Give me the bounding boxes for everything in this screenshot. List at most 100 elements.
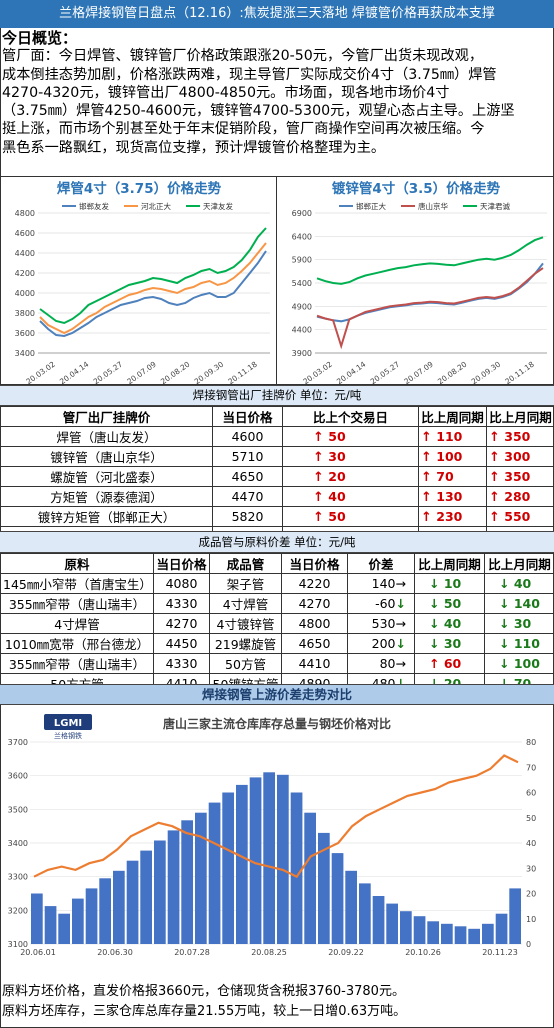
x-tick-label: 20.11.18	[503, 360, 536, 384]
y-right-tick-label: 70	[526, 763, 536, 772]
inventory-billet-chart-svg: LGMI 兰格钢铁 唐山三家主流仓库库存总量与钢坯价格对比 3100 3200 3300 3…	[8, 714, 536, 957]
product-price: 4800	[281, 613, 348, 634]
inventory-bar	[31, 893, 43, 944]
table-row: 方矩管（源泰德润） 4470 ↑ 40 ↑ 130 ↑ 280	[0, 486, 554, 507]
spread-number: 200	[371, 636, 396, 651]
inventory-bar	[304, 812, 316, 944]
down-arrow-icon: ↓	[429, 636, 440, 651]
column-header: 当日价格	[212, 406, 283, 427]
up-arrow-icon: ↑	[489, 469, 500, 485]
x-tick-label: 20.09.30	[470, 360, 503, 384]
summary-title: 今日概览：	[2, 29, 78, 47]
month-change: ↓ 40	[484, 573, 554, 594]
inventory-bar	[181, 820, 193, 944]
table-row: 1010㎜宽带（邢台德龙） 4450 219螺旋管 4650 200↓ ↓ 30 ↓ 110	[0, 633, 554, 654]
inventory-bar	[468, 928, 480, 944]
inventory-bar	[331, 853, 344, 944]
column-header: 比上周同期	[418, 406, 487, 427]
price-value: 4600	[212, 426, 283, 447]
series-line	[316, 262, 544, 323]
y-tick-label: 4900	[292, 302, 312, 311]
change-number: 10	[439, 576, 462, 591]
change-value: ↑ 130	[418, 486, 487, 507]
y-tick-label: 4000	[15, 289, 35, 298]
down-arrow-icon: ↓	[499, 616, 510, 631]
raw-price: 4080	[153, 573, 210, 594]
down-arrow-icon: ↓	[396, 676, 406, 691]
pipe-name: 镀锌方矩管（邯郸正大）	[0, 506, 213, 527]
raw-price: 4450	[153, 633, 210, 654]
raw-price: 4270	[153, 613, 210, 634]
billet-price-line	[33, 754, 519, 879]
series-line	[39, 227, 267, 325]
up-arrow-icon: ↑	[313, 449, 324, 465]
down-arrow-icon: ↓	[499, 676, 509, 691]
raw-material: 4寸焊管	[0, 613, 154, 634]
x-tick-label: 20.10.26	[405, 948, 441, 957]
chart-title: 镀锌管4寸（3.5）价格走势	[332, 180, 501, 197]
summary-line: 黑色系一路飘红，现货高位支撑，预计焊镀管价格整理为主。	[2, 139, 386, 156]
inventory-bar	[167, 830, 180, 944]
change-value: ↑ 230	[418, 506, 487, 527]
series-line	[39, 250, 267, 338]
raw-price: 4330	[153, 653, 210, 674]
flat-arrow-icon: →	[395, 616, 406, 631]
inventory-bar	[44, 906, 57, 944]
up-arrow-icon: ↑	[489, 429, 500, 445]
inventory-bar	[249, 777, 262, 944]
down-arrow-icon: ↓	[499, 596, 510, 611]
down-arrow-icon: ↓	[395, 596, 406, 611]
legend-label: 邯郸正大	[356, 201, 386, 211]
inventory-bar	[208, 802, 221, 944]
column-header: 比上月同期	[484, 553, 554, 574]
summary-line: 管厂面：今日焊管、镀锌管厂价格政策跟涨20-50元，今管厂出货未现改观，	[2, 48, 484, 65]
up-arrow-icon: ↑	[429, 656, 440, 671]
x-tick-label: 20.07.09	[125, 360, 158, 384]
y-tick-label: 4400	[292, 326, 312, 335]
logo-badge	[44, 714, 92, 730]
inventory-bar	[454, 926, 467, 944]
y-left-tick-label: 3400	[8, 839, 28, 848]
flat-arrow-icon: →	[395, 576, 406, 591]
inventory-bar	[413, 916, 426, 944]
summary-line: 4270-4320元，镀锌管出厂4800-4850元。市场面，现各地市场价4寸	[2, 84, 450, 101]
pipe-name: 镀锌管（唐山京华）	[0, 446, 213, 467]
brand-logo: LGMI 兰格钢铁	[44, 714, 92, 740]
price-value: 5710	[212, 446, 283, 467]
y-right-tick-label: 60	[526, 789, 536, 798]
y-tick-label: 4600	[15, 229, 35, 238]
inventory-bar	[345, 870, 357, 944]
summary-panel: 今日概览： 管厂面：今日焊管、镀锌管厂价格政策跟涨20-50元，今管厂出货未现改…	[2, 29, 552, 175]
spread-number: -60	[375, 596, 396, 611]
inventory-bar	[359, 883, 371, 944]
column-header: 价差	[347, 553, 415, 574]
up-arrow-icon: ↑	[421, 469, 432, 485]
table-row: 镀锌管（唐山京华） 5710 ↑ 30 ↑ 100 ↑ 300	[0, 446, 554, 467]
y-tick-label: 5400	[292, 279, 312, 288]
y-tick-label: 3900	[292, 349, 312, 358]
up-arrow-icon: ↑	[489, 489, 500, 505]
y-right-tick-label: 30	[526, 864, 536, 873]
week-change: ↑ 60	[414, 653, 485, 674]
inventory-bar	[58, 913, 70, 944]
down-arrow-icon: ↓	[499, 576, 510, 591]
x-tick-label: 20.08.20	[436, 360, 469, 384]
table-row: 螺旋管（河北盛泰） 4650 ↑ 20 ↑ 70 ↑ 350	[0, 466, 554, 487]
product-price: 4220	[281, 573, 348, 594]
pipe-name: 焊管（唐山友发）	[0, 426, 213, 447]
spread-value: 530→	[347, 613, 415, 634]
up-arrow-icon: ↑	[421, 509, 432, 525]
table-row: 镀锌方矩管（邯郸正大） 5820 ↑ 50 ↑ 230 ↑ 550	[0, 506, 554, 527]
down-arrow-icon: ↓	[429, 676, 439, 691]
inventory-bar	[85, 888, 98, 944]
table-header-row: 管厂出厂挂牌价 当日价格 比上个交易日 比上周同期 比上月同期	[0, 406, 554, 427]
series-line	[316, 236, 544, 285]
y-tick-label: 3400	[15, 349, 35, 358]
inventory-bar	[290, 792, 303, 944]
y-right-tick-label: 10	[526, 915, 536, 924]
up-arrow-icon: ↑	[313, 469, 324, 485]
up-arrow-icon: ↑	[489, 449, 500, 465]
price-charts-row: 焊管4寸（3.75）价格走势 邯郸友发 河北正大 天津友发 3400 3600 3800 40…	[0, 176, 554, 385]
y-tick-label: 3600	[15, 329, 35, 338]
